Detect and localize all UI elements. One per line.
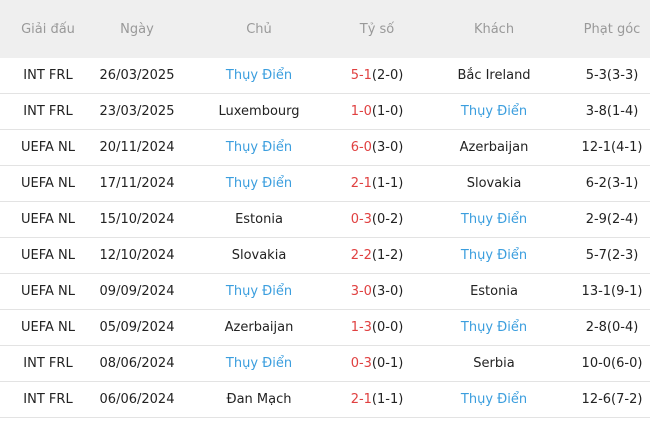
- league: INT FRL: [0, 345, 96, 382]
- match-row: UEFA NL 05/09/2024 Azerbaijan 1-3(0-0) Thụy …: [0, 309, 650, 346]
- match-row: INT FRL 26/03/2025 Thụy Điển 5-1(2-0) Bắc Ir…: [0, 58, 650, 94]
- date: 20/11/2024: [96, 129, 178, 166]
- header-row: Giải đấu Ngày Chủ Tỷ số Khách Phạt góc: [0, 0, 650, 58]
- date: 05/09/2024: [96, 309, 178, 346]
- full-time-score: 2-1: [350, 176, 372, 191]
- score: 2-1(1-1): [340, 165, 414, 202]
- league: UEFA NL: [0, 273, 96, 310]
- half-time-score: (3-0): [371, 140, 404, 155]
- date: 09/09/2024: [96, 273, 178, 310]
- date: 08/06/2024: [96, 345, 178, 382]
- half-time-score: (0-0): [371, 320, 404, 335]
- half-time-score: (0-1): [371, 356, 404, 371]
- column-header: Tỷ số: [340, 0, 414, 58]
- full-time-score: 3-0: [350, 284, 372, 299]
- score: 0-3(0-2): [340, 201, 414, 238]
- score: 1-0(1-0): [340, 93, 414, 130]
- full-time-score: 1-0: [350, 104, 372, 119]
- column-header: Ngày: [96, 0, 178, 58]
- corners: 5-3(3-3): [574, 58, 650, 94]
- match-row: UEFA NL 17/11/2024 Thụy Điển 2-1(1-1) Slovak…: [0, 165, 650, 202]
- match-table: Giải đấu Ngày Chủ Tỷ số Khách Phạt góc INT FR…: [0, 0, 650, 418]
- away-team: Thụy Điển: [414, 201, 574, 238]
- date: 06/06/2024: [96, 381, 178, 418]
- home-team: Thụy Điển: [178, 273, 340, 310]
- home-team: Azerbaijan: [178, 309, 340, 346]
- full-time-score: 5-1: [350, 68, 372, 83]
- full-time-score: 2-2: [350, 248, 372, 263]
- home-team: Thụy Điển: [178, 165, 340, 202]
- away-team: Azerbaijan: [414, 129, 574, 166]
- corners: 13-1(9-1): [574, 273, 650, 310]
- match-row: INT FRL 23/03/2025 Luxembourg 1-0(1-0) Thụy …: [0, 93, 650, 130]
- away-team: Thụy Điển: [414, 309, 574, 346]
- full-time-score: 2-1: [350, 392, 372, 407]
- match-row: INT FRL 06/06/2024 Đan Mạch 2-1(1-1) Thụy Đi…: [0, 381, 650, 418]
- score: 3-0(3-0): [340, 273, 414, 310]
- away-team: Thụy Điển: [414, 237, 574, 274]
- home-team: Đan Mạch: [178, 381, 340, 418]
- corners: 3-8(1-4): [574, 93, 650, 130]
- column-header: Giải đấu: [0, 0, 96, 58]
- corners: 10-0(6-0): [574, 345, 650, 382]
- full-time-score: 0-3: [350, 356, 372, 371]
- date: 12/10/2024: [96, 237, 178, 274]
- away-team: Estonia: [414, 273, 574, 310]
- full-time-score: 6-0: [350, 140, 372, 155]
- full-time-score: 0-3: [350, 212, 372, 227]
- league: UEFA NL: [0, 309, 96, 346]
- home-team: Luxembourg: [178, 93, 340, 130]
- half-time-score: (1-2): [371, 248, 404, 263]
- away-team: Serbia: [414, 345, 574, 382]
- match-row: UEFA NL 12/10/2024 Slovakia 2-2(1-2) Thụy Đi…: [0, 237, 650, 274]
- away-team: Slovakia: [414, 165, 574, 202]
- corners: 12-1(4-1): [574, 129, 650, 166]
- half-time-score: (1-1): [371, 176, 404, 191]
- home-team: Slovakia: [178, 237, 340, 274]
- match-row: INT FRL 08/06/2024 Thụy Điển 0-3(0-1) Serbia…: [0, 345, 650, 382]
- column-header: Phạt góc: [574, 0, 650, 58]
- home-team: Thụy Điển: [178, 58, 340, 94]
- corners: 6-2(3-1): [574, 165, 650, 202]
- corners: 12-6(7-2): [574, 381, 650, 418]
- half-time-score: (1-0): [371, 104, 404, 119]
- score: 0-3(0-1): [340, 345, 414, 382]
- home-team: Estonia: [178, 201, 340, 238]
- match-row: UEFA NL 15/10/2024 Estonia 0-3(0-2) Thụy Điể…: [0, 201, 650, 238]
- league: UEFA NL: [0, 129, 96, 166]
- match-row: UEFA NL 09/09/2024 Thụy Điển 3-0(3-0) Estoni…: [0, 273, 650, 310]
- date: 23/03/2025: [96, 93, 178, 130]
- away-team: Thụy Điển: [414, 381, 574, 418]
- half-time-score: (0-2): [371, 212, 404, 227]
- home-team: Thụy Điển: [178, 129, 340, 166]
- half-time-score: (3-0): [371, 284, 404, 299]
- column-header: Khách: [414, 0, 574, 58]
- half-time-score: (2-0): [371, 68, 404, 83]
- match-row: UEFA NL 20/11/2024 Thụy Điển 6-0(3-0) Azerba…: [0, 129, 650, 166]
- date: 26/03/2025: [96, 58, 178, 94]
- away-team: Bắc Ireland: [414, 58, 574, 94]
- date: 15/10/2024: [96, 201, 178, 238]
- league: INT FRL: [0, 58, 96, 94]
- score: 6-0(3-0): [340, 129, 414, 166]
- score: 2-1(1-1): [340, 381, 414, 418]
- corners: 2-8(0-4): [574, 309, 650, 346]
- corners: 5-7(2-3): [574, 237, 650, 274]
- league: UEFA NL: [0, 201, 96, 238]
- league: INT FRL: [0, 93, 96, 130]
- league: UEFA NL: [0, 237, 96, 274]
- full-time-score: 1-3: [350, 320, 372, 335]
- column-header: Chủ: [178, 0, 340, 58]
- score: 1-3(0-0): [340, 309, 414, 346]
- score: 2-2(1-2): [340, 237, 414, 274]
- away-team: Thụy Điển: [414, 93, 574, 130]
- half-time-score: (1-1): [371, 392, 404, 407]
- date: 17/11/2024: [96, 165, 178, 202]
- league: UEFA NL: [0, 165, 96, 202]
- corners: 2-9(2-4): [574, 201, 650, 238]
- home-team: Thụy Điển: [178, 345, 340, 382]
- score: 5-1(2-0): [340, 58, 414, 94]
- league: INT FRL: [0, 381, 96, 418]
